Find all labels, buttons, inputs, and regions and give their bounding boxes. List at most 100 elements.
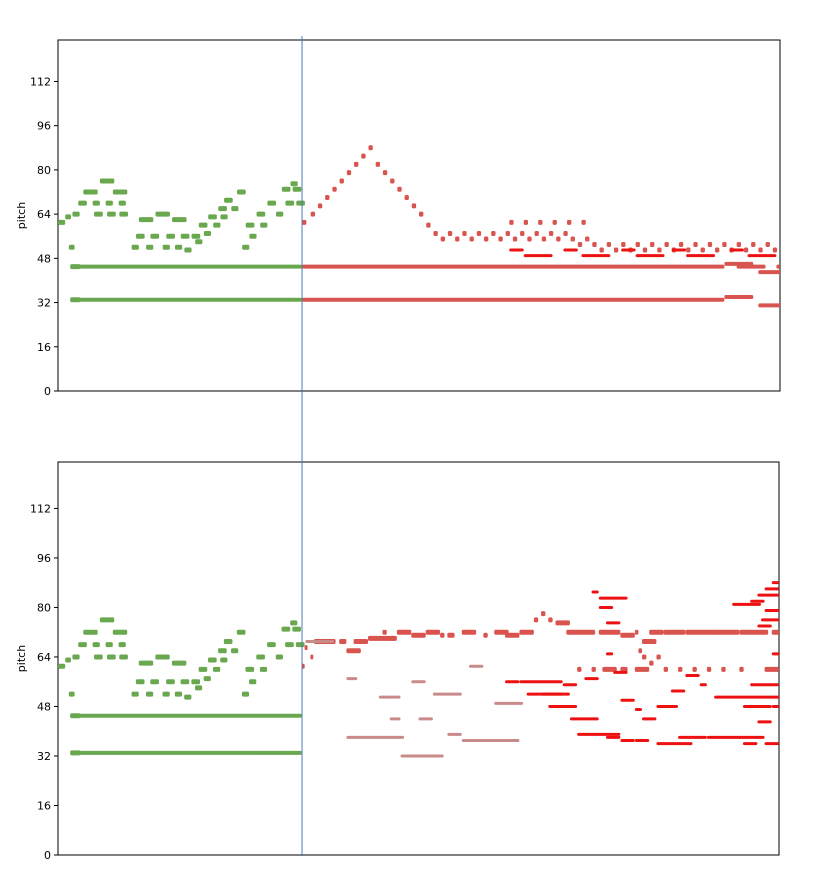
prediction-strong-note xyxy=(548,704,578,708)
prediction-strong-note xyxy=(757,624,772,628)
prediction-note xyxy=(389,635,394,641)
prediction-note xyxy=(491,230,496,236)
history-note xyxy=(68,244,75,250)
prediction-faded-note xyxy=(468,664,484,668)
prediction-note xyxy=(476,230,482,236)
prediction-strong-note xyxy=(699,683,707,687)
history-note xyxy=(92,200,100,206)
notes-layer xyxy=(58,145,780,308)
history-note xyxy=(256,654,265,660)
history-note xyxy=(105,642,113,648)
prediction-strong-note xyxy=(757,593,779,597)
prediction-note xyxy=(354,161,359,167)
history-note xyxy=(231,206,239,212)
prediction-note xyxy=(685,629,715,635)
prediction-note xyxy=(538,219,543,225)
history-note xyxy=(194,685,203,691)
prediction-note xyxy=(455,236,460,242)
prediction-strong-note xyxy=(764,609,779,613)
history-note xyxy=(203,676,211,682)
history-note xyxy=(138,660,154,666)
history-note xyxy=(281,186,291,192)
prediction-strong-note xyxy=(685,674,700,678)
history-note xyxy=(58,663,66,669)
prediction-note xyxy=(585,236,590,242)
history-note xyxy=(119,654,128,660)
history-sustained-note xyxy=(70,750,302,755)
history-note xyxy=(150,233,160,239)
prediction-note xyxy=(498,236,503,242)
prediction-note xyxy=(375,161,381,167)
y-tick-label: 32 xyxy=(37,297,51,310)
history-note xyxy=(260,222,268,228)
prediction-strong-note xyxy=(764,742,779,746)
prediction-note xyxy=(548,230,554,236)
history-note xyxy=(162,691,170,697)
prediction-strong-note xyxy=(523,254,553,258)
prediction-note xyxy=(764,666,779,672)
prediction-note xyxy=(425,629,441,635)
prediction-note xyxy=(715,247,720,253)
history-sustained-note xyxy=(70,264,303,269)
prediction-note xyxy=(751,242,756,248)
prediction-note xyxy=(635,242,640,248)
prediction-note xyxy=(325,195,330,201)
prediction-faded-note xyxy=(432,692,462,696)
prediction-strong-note xyxy=(519,680,563,684)
prediction-note xyxy=(650,242,655,248)
prediction-note xyxy=(606,242,612,248)
history-note xyxy=(184,694,192,700)
prediction-note xyxy=(620,632,635,638)
prediction-note xyxy=(523,219,529,225)
prediction-strong-note xyxy=(760,618,779,622)
prediction-note xyxy=(706,666,712,672)
prediction-note xyxy=(567,219,572,225)
prediction-faded-note xyxy=(346,735,405,739)
history-note xyxy=(72,211,80,217)
prediction-note xyxy=(577,242,583,248)
history-note xyxy=(242,244,250,250)
history-note xyxy=(237,189,246,195)
history-note xyxy=(174,691,183,697)
prediction-faded-note xyxy=(305,639,335,643)
prediction-sustained-note xyxy=(302,264,725,269)
prediction-faded-note xyxy=(400,754,444,758)
prediction-note xyxy=(772,247,778,253)
notes-layer xyxy=(58,581,779,758)
prediction-note xyxy=(693,242,698,248)
history-note xyxy=(99,178,115,184)
prediction-note xyxy=(310,211,316,217)
history-note xyxy=(135,679,145,685)
history-note xyxy=(218,648,227,654)
prediction-note xyxy=(346,170,352,176)
prediction-sustained-note xyxy=(736,264,766,269)
prediction-note xyxy=(361,153,366,159)
history-note xyxy=(171,660,187,666)
prediction-note xyxy=(509,219,514,225)
prediction-strong-note xyxy=(509,248,524,252)
prediction-note xyxy=(462,230,467,236)
prediction-note xyxy=(368,145,373,151)
prediction-note xyxy=(642,654,647,660)
prediction-note xyxy=(447,230,453,236)
history-note xyxy=(249,679,257,685)
prediction-note xyxy=(664,242,669,248)
history-note xyxy=(83,189,98,195)
history-note xyxy=(231,648,239,654)
chart-bottom: 0 16 32 48 64 80 96 112 pitch xyxy=(15,461,780,862)
history-note xyxy=(112,189,128,195)
prediction-note xyxy=(739,629,769,635)
prediction-sustained-note xyxy=(758,303,780,308)
prediction-strong-note xyxy=(613,670,628,674)
prediction-strong-note xyxy=(656,704,679,708)
y-tick-label: 16 xyxy=(37,341,51,354)
prediction-strong-note xyxy=(505,680,520,684)
prediction-note xyxy=(534,230,539,236)
y-tick-label: 80 xyxy=(37,164,51,177)
prediction-faded-note xyxy=(411,680,426,684)
prediction-note xyxy=(440,236,445,242)
prediction-note xyxy=(469,236,474,242)
prediction-note xyxy=(426,222,431,228)
prediction-note xyxy=(765,242,770,248)
